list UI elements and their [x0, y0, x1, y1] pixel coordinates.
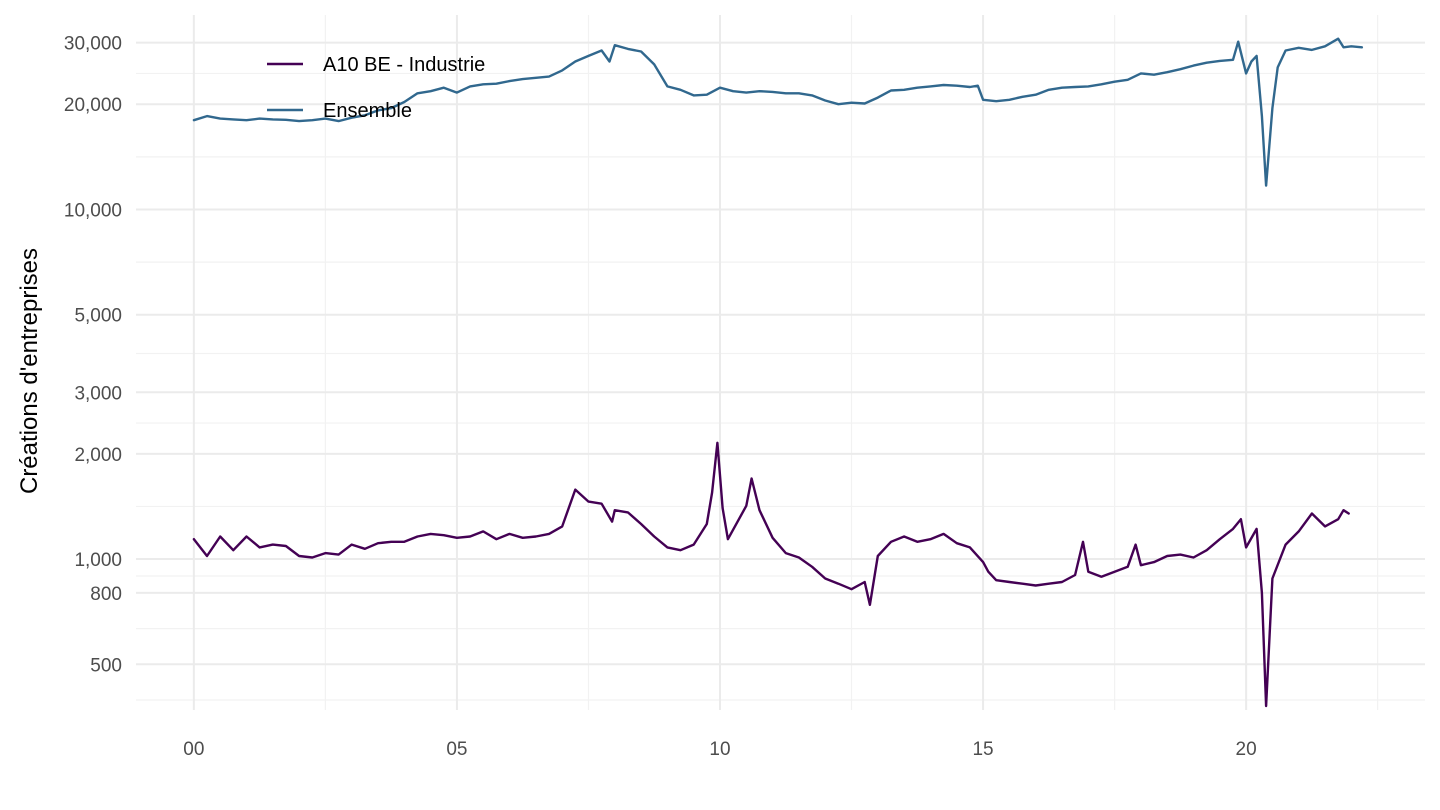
y-tick-label: 30,000: [64, 34, 122, 55]
y-axis-title: Créations d'entreprises: [16, 248, 43, 494]
y-tick-label: 10,000: [64, 200, 122, 221]
series-line-1: [192, 441, 1350, 708]
minor-gridlines: [136, 15, 1425, 710]
series-line-2: [192, 37, 1364, 187]
y-tick-label: 800: [90, 584, 122, 605]
x-tick-label: 15: [972, 739, 993, 760]
x-tick-label: 20: [1236, 739, 1257, 760]
y-tick-label: 5,000: [74, 306, 122, 327]
y-tick-label: 500: [90, 655, 122, 676]
legend-label-2: Ensemble: [323, 100, 412, 122]
y-tick-label: 3,000: [74, 383, 122, 404]
legend-label-1: A10 BE - Industrie: [323, 54, 485, 76]
major-gridlines: [136, 15, 1425, 710]
x-tick-label: 05: [446, 739, 467, 760]
x-tick-label: 10: [709, 739, 730, 760]
series-lines: [192, 37, 1364, 708]
x-tick-label: 00: [183, 739, 204, 760]
legend: A10 BE - Industrie Ensemble: [267, 54, 485, 122]
y-tick-label: 2,000: [74, 445, 122, 466]
y-tick-label: 1,000: [74, 550, 122, 571]
x-axis-tick-labels: 00 05 10 15 20: [183, 739, 1256, 760]
y-tick-label: 20,000: [64, 95, 122, 116]
y-axis-tick-labels: 500 800 1,000 2,000 3,000 5,000 10,000 20,000 30…: [64, 34, 122, 677]
